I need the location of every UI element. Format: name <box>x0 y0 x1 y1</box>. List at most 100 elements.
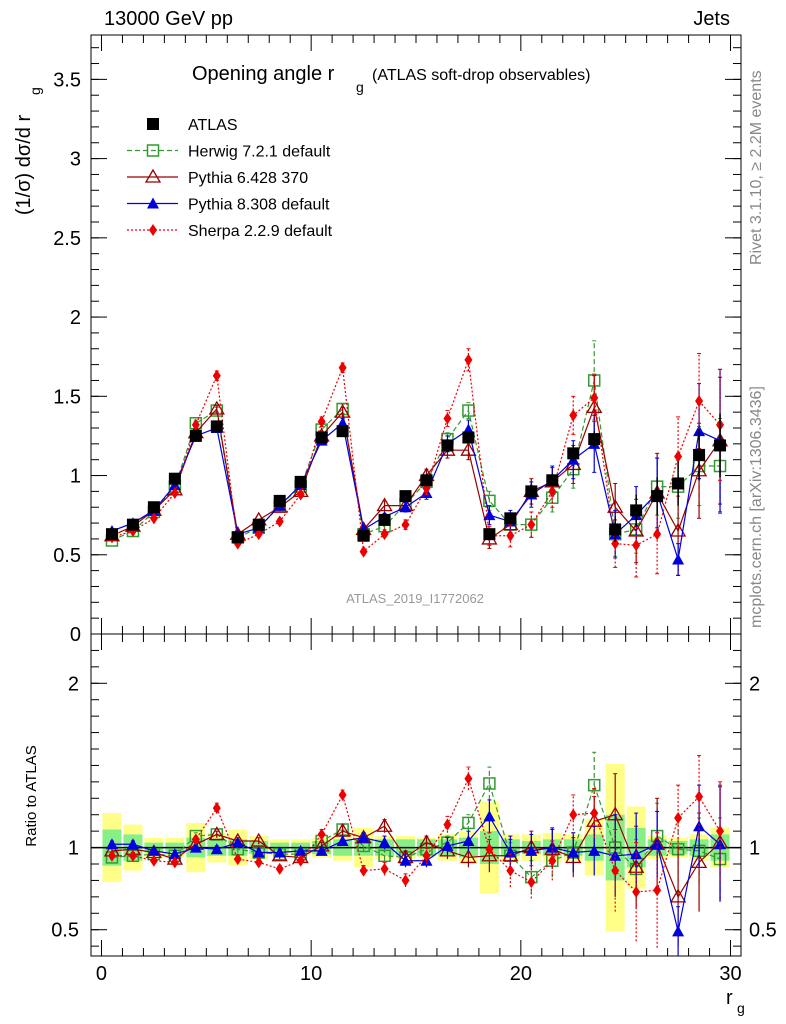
data-point <box>168 472 181 485</box>
ratio-point <box>294 844 307 856</box>
data-point <box>674 450 683 463</box>
ratio-point <box>611 864 620 877</box>
data-point <box>317 415 326 428</box>
data-point <box>170 486 179 499</box>
ratio-point <box>462 816 475 830</box>
ratio-point <box>338 789 347 801</box>
data-point <box>231 531 244 544</box>
data-point <box>525 485 538 498</box>
data-point <box>359 545 368 558</box>
ratio-y-tick-label: 2 <box>68 673 79 695</box>
ratio-line-pythia6 <box>111 813 721 899</box>
main-y-tick-label: 2.5 <box>53 228 81 250</box>
ratio-point <box>632 885 641 898</box>
main-y-tick-label: 0 <box>70 624 81 646</box>
header-right: Jets <box>693 8 730 30</box>
data-point <box>275 515 284 528</box>
ratio-point <box>317 828 326 841</box>
ratio-point <box>231 836 244 848</box>
ratio-point <box>690 854 708 869</box>
data-point <box>672 477 685 490</box>
data-point <box>210 420 223 433</box>
legend-marker <box>147 118 159 130</box>
ratio-point <box>630 848 643 860</box>
data-point <box>546 474 559 487</box>
data-point <box>441 439 454 452</box>
ratio-point <box>147 844 160 856</box>
legend-item-sherpa: Sherpa 2.2.9 default <box>127 223 333 240</box>
main-ylabel: (1/σ) dσ/d r g <box>13 87 43 215</box>
series-sherpa <box>107 348 725 578</box>
data-point <box>399 490 412 503</box>
data-point <box>334 403 351 418</box>
legend-item-pythia8: Pythia 8.308 default <box>127 197 330 214</box>
legend-item-data: ATLAS <box>147 117 238 134</box>
ratio-point <box>567 846 580 858</box>
data-point <box>399 501 412 513</box>
ratio-point <box>189 841 202 853</box>
ratio-point <box>674 812 683 824</box>
data-point <box>483 528 496 541</box>
ratio-point <box>506 864 515 877</box>
data-point <box>588 433 601 446</box>
data-point <box>401 518 410 531</box>
data-point <box>569 409 578 422</box>
ratio-point <box>464 772 473 785</box>
ratio-point <box>128 849 137 862</box>
ratio-point <box>443 818 452 831</box>
ratio-point <box>273 846 286 858</box>
data-point <box>252 518 265 531</box>
main-panel: 0.5 1 1.5 2 2.5 3 3.5 0 <box>53 34 742 646</box>
data-point <box>378 513 391 526</box>
data-point <box>336 425 349 438</box>
x-axis-label: r <box>726 987 733 1009</box>
ratio-point <box>275 862 284 875</box>
main-y-tick-label: 3 <box>70 149 81 171</box>
ratio-point <box>107 849 116 862</box>
ratio-point <box>170 856 179 869</box>
svg-text:g: g <box>27 87 43 95</box>
data-point <box>191 418 200 431</box>
main-y-tick-label: 3.5 <box>53 69 81 91</box>
legend-marker <box>146 144 160 157</box>
ratio-y-tick-label: 0.5 <box>51 920 79 942</box>
data-point <box>105 528 118 541</box>
ratio-point <box>483 810 496 822</box>
data-point <box>504 512 517 525</box>
ratio-point <box>441 839 454 851</box>
data-point <box>527 518 536 531</box>
ratio-point <box>376 817 393 832</box>
data-point <box>357 529 370 542</box>
ratio-point <box>695 790 704 803</box>
legend-label: Sherpa 2.2.9 default <box>188 223 333 240</box>
data-point <box>338 361 347 374</box>
watermark: ATLAS_2019_I1772062 <box>346 591 484 606</box>
ratio-point <box>191 833 200 846</box>
ratio-panel: 0.5 0.51 12 20 10 20 30 <box>51 633 777 985</box>
ratio-point <box>672 925 685 937</box>
plot-title-sub: g <box>356 79 364 95</box>
main-y-tick-label: 1.5 <box>53 386 81 408</box>
series-data <box>105 413 727 544</box>
data-point <box>147 501 160 514</box>
data-point <box>273 494 286 507</box>
ratio-point <box>357 831 370 843</box>
data-point <box>611 537 620 550</box>
ratio-point <box>254 856 263 869</box>
ratio-point <box>460 849 477 864</box>
ratio-point <box>588 844 601 856</box>
ratio-point <box>504 846 517 858</box>
ratio-point <box>149 854 158 867</box>
ratio-point <box>208 826 225 841</box>
data-point <box>609 523 622 536</box>
legend-item-pythia6: Pythia 6.428 370 <box>127 168 308 187</box>
ratio-point <box>380 862 389 875</box>
data-point <box>254 528 263 541</box>
ratio-line-herwig <box>111 781 721 878</box>
x-axis-label-sub: g <box>737 1000 745 1016</box>
ratio-point <box>590 807 599 820</box>
ratio-point <box>250 832 267 847</box>
data-point <box>483 509 496 521</box>
data-point <box>380 528 389 541</box>
